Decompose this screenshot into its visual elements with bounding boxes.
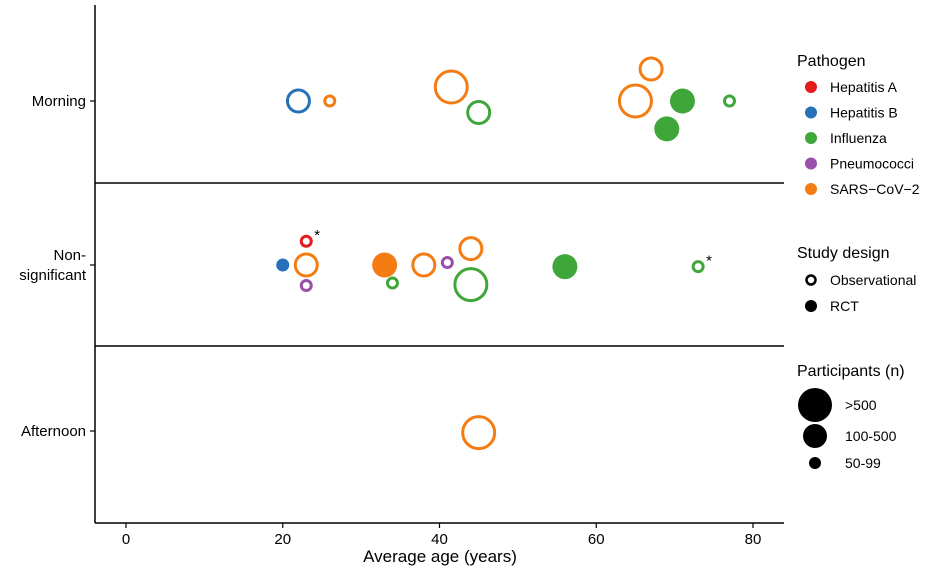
legend-label-size: >500 xyxy=(845,397,877,413)
point-morning-6 xyxy=(669,88,695,114)
point-ns-12 xyxy=(299,279,313,292)
point-ns-20 xyxy=(691,260,705,274)
point-morning-7 xyxy=(654,116,680,142)
legend-swatch-pathogen xyxy=(805,183,817,195)
legend-label-pathogen: Influenza xyxy=(830,130,887,146)
legend: Pathogen Hepatitis A Hepatitis B Influenza… xyxy=(797,53,920,471)
point-ns-16 xyxy=(440,256,454,270)
point-morning-0 xyxy=(285,88,311,114)
legend-pathogen-items: Hepatitis A Hepatitis B Influenza Pneumococ… xyxy=(805,79,920,197)
legend-label-pathogen: Hepatitis B xyxy=(830,105,898,121)
legend-swatch-size xyxy=(798,388,832,422)
point-morning-3 xyxy=(466,99,492,125)
point-morning-2 xyxy=(433,69,469,105)
legend-label-design: RCT xyxy=(830,298,859,314)
point-ns-19 xyxy=(552,254,578,280)
y-tick-label: Morning xyxy=(32,93,86,110)
x-tick-label: 40 xyxy=(431,531,448,548)
legend-label-size: 50-99 xyxy=(845,455,881,471)
legend-label-pathogen: Hepatitis A xyxy=(830,79,898,95)
x-axis-title: Average age (years) xyxy=(363,547,517,566)
point-ns-11 xyxy=(293,252,319,278)
x-tick-label: 60 xyxy=(588,531,605,548)
y-tick-labels: Morning Non-significant Afternoon xyxy=(19,93,95,440)
point-ns-13 xyxy=(372,252,398,278)
legend-size-items: >500 100-500 50-99 xyxy=(798,388,897,471)
legend-swatch-size xyxy=(809,457,821,469)
legend-swatch-rct xyxy=(805,300,817,312)
legend-swatch-observational xyxy=(805,274,817,286)
point-morning-4 xyxy=(638,56,664,82)
x-tick-label: 80 xyxy=(745,531,762,548)
point-ns-14 xyxy=(385,276,399,290)
legend-pathogen-title: Pathogen xyxy=(797,53,866,70)
x-tick-label: 20 xyxy=(274,531,291,548)
legend-swatch-pathogen xyxy=(805,132,817,144)
x-tick-label: 0 xyxy=(122,531,130,548)
point-ns-10 xyxy=(276,258,290,272)
point-annotation: * xyxy=(314,227,320,244)
legend-design-items: Observational RCT xyxy=(805,272,916,314)
legend-swatch-pathogen xyxy=(805,106,817,119)
legend-label-pathogen: Pneumococci xyxy=(830,156,914,172)
point-morning-1 xyxy=(323,94,337,108)
legend-swatch-size xyxy=(803,424,827,448)
data-points: ** xyxy=(276,56,736,451)
legend-design-title: Study design xyxy=(797,245,890,262)
y-tick-label: Non- xyxy=(53,247,86,264)
x-ticks: 0 20 40 60 80 xyxy=(122,523,762,548)
y-tick-label: Afternoon xyxy=(21,423,86,440)
legend-label-size: 100-500 xyxy=(845,428,897,444)
point-morning-8 xyxy=(722,94,736,108)
point-ns-15 xyxy=(411,252,437,278)
point-ns-17 xyxy=(458,236,484,262)
legend-swatch-pathogen xyxy=(805,157,817,170)
legend-size-title: Participants (n) xyxy=(797,363,905,380)
point-afternoon-21 xyxy=(461,415,497,451)
legend-swatch-pathogen xyxy=(805,81,817,93)
point-annotation: * xyxy=(706,253,712,270)
legend-label-pathogen: SARS−CoV−2 xyxy=(830,181,920,197)
y-tick-label: significant xyxy=(19,267,87,284)
point-morning-5 xyxy=(617,83,653,119)
legend-label-design: Observational xyxy=(830,272,916,288)
point-ns-9 xyxy=(299,234,313,248)
point-ns-18 xyxy=(453,267,489,303)
plot-area: Morning Non-significant Afternoon 0 20 40 60 8… xyxy=(19,5,784,566)
